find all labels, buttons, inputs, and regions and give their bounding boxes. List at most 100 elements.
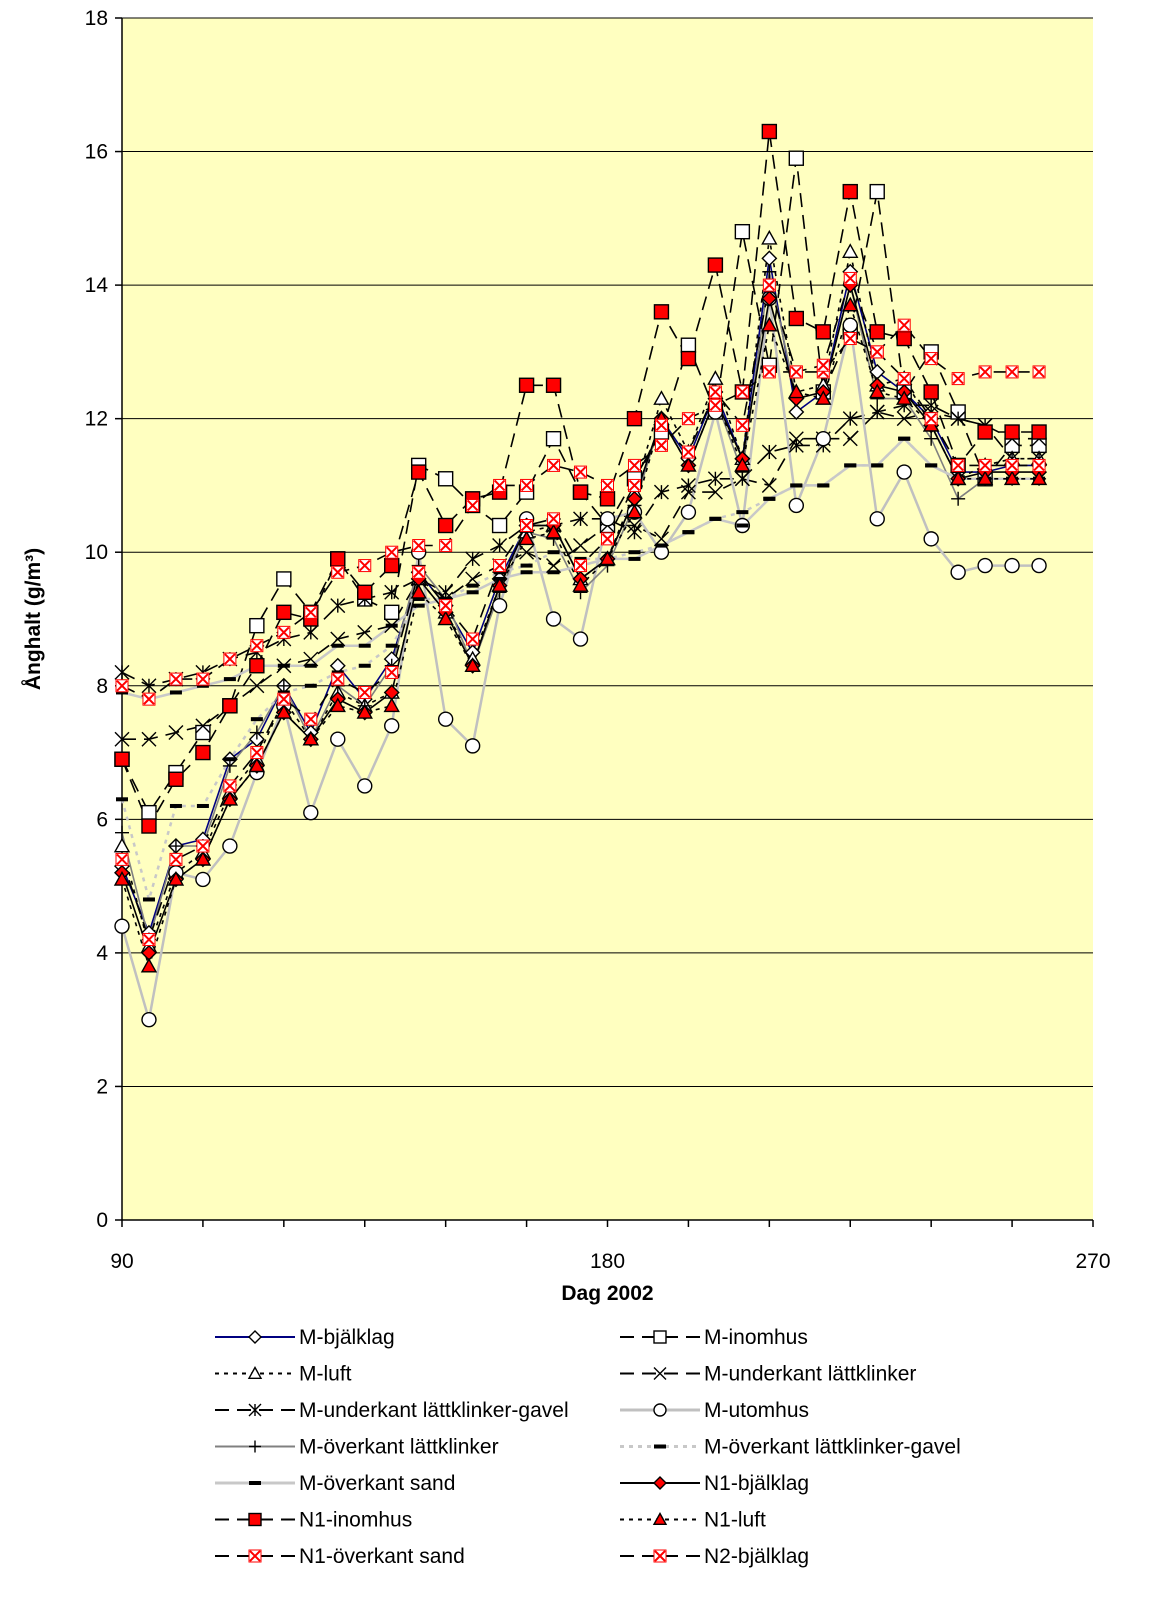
data-point — [1006, 366, 1018, 378]
data-point — [115, 825, 129, 840]
data-point — [195, 871, 211, 888]
data-point — [141, 1011, 157, 1028]
data-point — [817, 483, 830, 488]
series-line — [122, 411, 1040, 740]
data-point — [466, 633, 479, 645]
data-point — [547, 570, 560, 575]
data-point — [653, 1330, 667, 1344]
legend-label: M-överkant lättklinker-gavel — [704, 1436, 961, 1459]
data-point — [599, 491, 616, 507]
data-point — [844, 463, 857, 468]
data-point — [680, 477, 696, 493]
data-point — [1003, 470, 1021, 486]
data-point — [680, 350, 697, 367]
data-point — [249, 1481, 261, 1485]
legend-label: M-utomhus — [704, 1399, 809, 1422]
data-point — [222, 758, 237, 773]
y-tick-label: 14 — [85, 274, 109, 297]
legend-label: M-underkant lättklinker-gavel — [299, 1399, 569, 1422]
data-point — [383, 697, 400, 713]
data-point — [141, 818, 157, 834]
data-point — [519, 544, 535, 560]
data-point — [1031, 437, 1047, 454]
data-point — [278, 626, 290, 639]
data-point — [303, 804, 319, 821]
data-point — [359, 559, 371, 572]
legend-item: M-inomhus — [620, 1326, 808, 1349]
legend-label: N1-inomhus — [299, 1509, 412, 1532]
data-point — [547, 513, 560, 525]
data-point — [222, 838, 238, 854]
x-tick-label: 270 — [1075, 1250, 1110, 1273]
data-point — [788, 497, 805, 514]
tick-labels: 0 2 4 6 8 10 12 14 16 18 90 180 270 — [85, 7, 1111, 1273]
data-point — [896, 464, 912, 480]
data-point — [249, 1550, 261, 1562]
data-point — [116, 680, 128, 692]
data-point — [951, 491, 966, 506]
data-point — [682, 412, 695, 425]
y-tick-label: 10 — [85, 541, 108, 564]
data-point — [979, 459, 991, 472]
data-point — [329, 697, 346, 713]
data-point — [116, 690, 128, 695]
data-point — [520, 479, 533, 492]
data-point — [194, 850, 212, 866]
data-point — [788, 437, 804, 453]
data-point — [546, 558, 562, 574]
data-point — [248, 1403, 262, 1417]
data-point — [358, 643, 371, 648]
data-point — [1004, 557, 1020, 574]
data-point — [466, 590, 479, 595]
data-point — [466, 499, 479, 512]
legend: M-bjälklag M-inomhus M-luft M-underkant lät… — [215, 1326, 961, 1568]
data-point — [493, 559, 506, 572]
data-point — [493, 479, 506, 492]
data-point — [871, 346, 883, 358]
data-point — [168, 725, 184, 741]
data-point — [788, 150, 805, 166]
data-point — [1033, 459, 1045, 472]
data-point — [653, 531, 669, 547]
data-point — [330, 631, 346, 647]
data-point — [410, 464, 427, 480]
data-point — [223, 677, 236, 682]
data-point — [734, 223, 751, 240]
data-point — [195, 718, 211, 734]
data-point — [709, 386, 722, 398]
data-point — [790, 366, 803, 378]
data-point — [275, 704, 293, 719]
data-point — [116, 853, 128, 866]
legend-item: M-överkant lättklinker — [215, 1436, 499, 1459]
data-point — [653, 304, 670, 320]
data-point — [386, 666, 398, 679]
data-point — [736, 523, 749, 528]
y-tick-label: 2 — [96, 1075, 108, 1098]
data-point — [140, 957, 158, 973]
data-point — [869, 404, 885, 420]
data-point — [277, 690, 290, 695]
data-point — [141, 804, 157, 821]
legend-item: M-utomhus — [620, 1399, 809, 1422]
data-point — [761, 477, 777, 493]
data-point — [925, 352, 937, 365]
data-point — [707, 257, 724, 273]
data-point — [251, 640, 263, 652]
data-point — [788, 403, 805, 420]
data-point — [437, 711, 454, 727]
data-point — [844, 332, 856, 345]
data-point — [626, 410, 643, 427]
data-point — [545, 523, 562, 539]
legend-label: N1-bjälklag — [704, 1472, 809, 1495]
data-point — [788, 383, 805, 399]
data-point — [197, 673, 209, 685]
data-point — [491, 517, 508, 534]
data-point — [251, 746, 263, 759]
data-point — [356, 704, 373, 719]
data-point — [952, 372, 964, 385]
data-point — [170, 853, 182, 866]
data-point — [815, 390, 832, 405]
y-tick-label: 0 — [96, 1209, 108, 1232]
data-point — [143, 693, 155, 705]
data-point — [1004, 437, 1020, 454]
